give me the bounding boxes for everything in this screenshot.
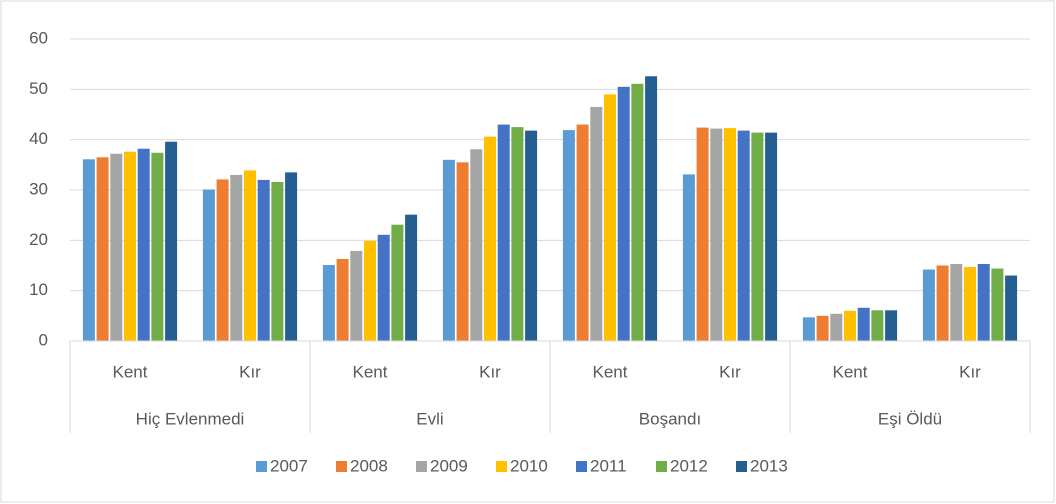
- bar: [442, 159, 455, 341]
- y-tick-label: 60: [29, 28, 48, 47]
- bar: [202, 189, 215, 341]
- y-tick-label: 50: [29, 79, 48, 98]
- bar: [364, 240, 376, 341]
- bar: [257, 179, 270, 341]
- y-tick-label: 40: [29, 129, 48, 148]
- legend-label: 2007: [270, 456, 308, 475]
- bar: [857, 307, 870, 341]
- bar: [751, 132, 764, 341]
- legend-swatch: [336, 461, 347, 472]
- bar: [991, 268, 1004, 341]
- bar: [525, 130, 538, 341]
- bar: [244, 170, 256, 341]
- legend-swatch: [576, 461, 587, 472]
- bar: [484, 136, 496, 341]
- bar: [165, 141, 178, 341]
- bar: [604, 94, 616, 341]
- bar: [645, 76, 658, 341]
- y-tick-label: 20: [29, 230, 48, 249]
- legend-swatch: [256, 461, 267, 472]
- bar: [391, 224, 404, 341]
- group-label: Hiç Evlenmedi: [136, 409, 245, 428]
- bar: [511, 127, 524, 341]
- legend-label: 2012: [670, 456, 708, 475]
- group-label: Eşi Öldü: [878, 409, 942, 428]
- bar: [977, 263, 990, 341]
- bar: [110, 153, 123, 341]
- group-label: Boşandı: [639, 409, 701, 428]
- legend-swatch: [496, 461, 507, 472]
- legend-label: 2009: [430, 456, 468, 475]
- bar: [377, 234, 390, 341]
- bar: [230, 174, 243, 341]
- bar: [871, 310, 884, 341]
- legend-label: 2011: [590, 456, 627, 475]
- x-tick-label: Kent: [593, 362, 628, 381]
- legend-label: 2008: [350, 456, 388, 475]
- bar: [562, 130, 575, 341]
- group-label: Evli: [416, 409, 443, 428]
- bar: [682, 174, 695, 341]
- bar: [322, 264, 335, 341]
- bar: [631, 83, 644, 342]
- bar: [844, 310, 856, 341]
- x-tick-label: Kır: [239, 362, 261, 381]
- bar: [497, 124, 510, 341]
- bar: [271, 181, 284, 341]
- bar: [336, 258, 349, 341]
- bar: [816, 315, 829, 341]
- x-tick-label: Kır: [719, 362, 741, 381]
- y-tick-label: 0: [39, 330, 48, 349]
- bar: [456, 162, 469, 341]
- bar: [696, 127, 709, 341]
- bar: [830, 313, 843, 341]
- bar: [137, 148, 150, 341]
- bar: [885, 310, 898, 341]
- bar: [802, 317, 815, 341]
- bar: [350, 250, 363, 341]
- bar: [576, 124, 589, 341]
- bar: [724, 128, 736, 341]
- bar: [470, 149, 483, 341]
- bar: [936, 265, 949, 341]
- y-tick-label: 30: [29, 179, 48, 198]
- x-tick-label: Kır: [959, 362, 981, 381]
- x-tick-label: Kent: [833, 362, 868, 381]
- bar: [96, 157, 109, 341]
- bar: [710, 128, 723, 341]
- bar: [216, 179, 229, 341]
- legend-swatch: [736, 461, 747, 472]
- bar: [737, 130, 750, 341]
- bar: [950, 263, 963, 341]
- bar: [590, 106, 603, 341]
- legend-swatch: [416, 461, 427, 472]
- bar: [151, 152, 164, 341]
- bar: [765, 132, 778, 341]
- y-tick-label: 10: [29, 280, 48, 299]
- legend-label: 2013: [750, 456, 788, 475]
- bar: [405, 214, 418, 341]
- legend-label: 2010: [510, 456, 548, 475]
- bar: [922, 269, 935, 341]
- bar: [964, 267, 976, 341]
- bar: [285, 172, 298, 341]
- bar: [82, 159, 95, 341]
- bar: [124, 151, 136, 341]
- legend-swatch: [656, 461, 667, 472]
- x-tick-label: Kent: [353, 362, 388, 381]
- x-tick-label: Kır: [479, 362, 501, 381]
- x-tick-label: Kent: [113, 362, 148, 381]
- bar: [1005, 275, 1018, 341]
- bar: [617, 86, 630, 341]
